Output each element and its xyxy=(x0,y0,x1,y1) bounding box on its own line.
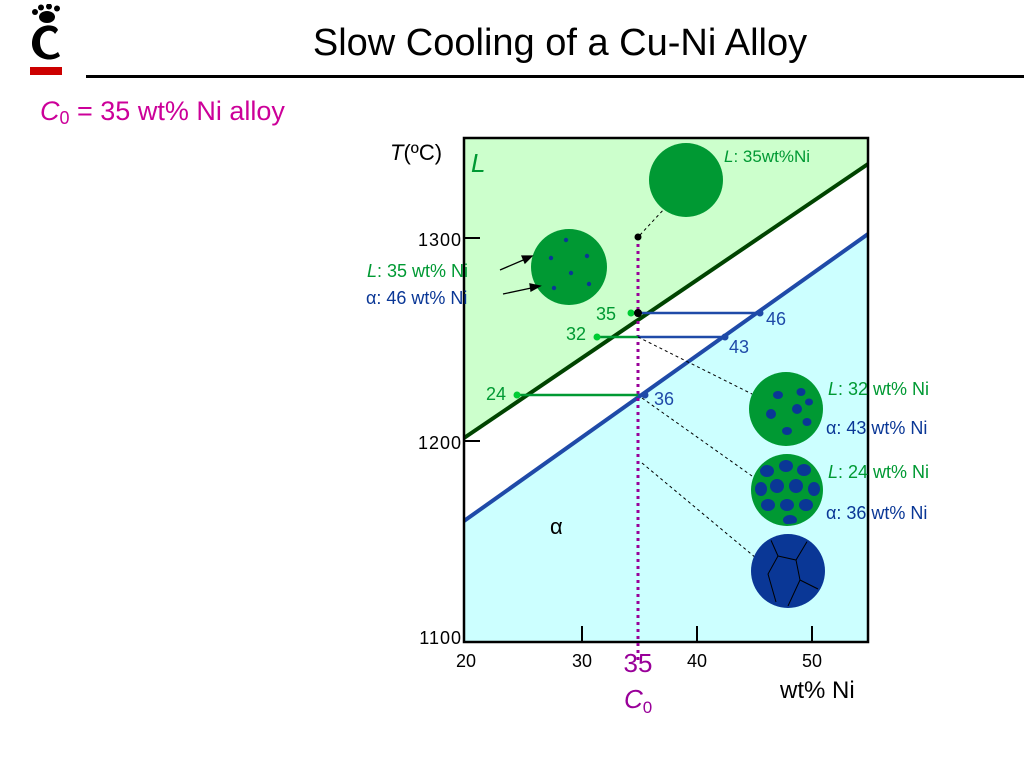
university-logo xyxy=(30,4,62,75)
label-liquid-35wt-ni-text: : 35wt%Ni xyxy=(733,147,810,166)
label-alpha-46-symbol: α xyxy=(366,288,376,308)
logo-letter-c-icon xyxy=(31,25,60,60)
c0-symbol-variable: C xyxy=(624,684,643,714)
initial-state-point xyxy=(634,233,642,241)
label-liquid-32-symbol: L xyxy=(828,379,838,399)
microstructure-solid-alpha xyxy=(751,534,825,608)
label-liquid-24-text: : 24 wt% Ni xyxy=(838,462,929,482)
label-alpha-36-symbol: α xyxy=(826,503,836,523)
label-alpha-46-wt-ni: α: 46 wt% Ni xyxy=(366,288,467,308)
liquid-region xyxy=(464,138,868,438)
label-liquid-35-wt-ni: L: 35 wt% Ni xyxy=(367,261,468,281)
subtitle-variable: C xyxy=(40,96,60,126)
liquid-region-label: L xyxy=(471,148,485,178)
label-liquid-32-text: : 32 wt% Ni xyxy=(838,379,929,399)
x-tick-label-50: 50 xyxy=(802,651,822,671)
y-axis-label-variable: T xyxy=(390,140,405,165)
label-liquid-24-symbol: L xyxy=(828,462,838,482)
y-axis-label-unit: (ºC) xyxy=(403,140,442,165)
tie-line-1-right-label: 46 xyxy=(766,309,786,329)
label-liquid-35wt-ni-symbol: L xyxy=(724,147,733,166)
label-alpha-43-wt-ni: α: 43 wt% Ni xyxy=(826,418,927,438)
c0-symbol-subscript: 0 xyxy=(643,698,652,717)
microstructure-mostly-alpha xyxy=(751,454,823,526)
arrow-icons xyxy=(499,255,542,295)
microstructure-liquid-only xyxy=(649,143,723,217)
tie-line-1-left-label: 35 xyxy=(596,304,616,324)
label-alpha-36-text: : 36 wt% Ni xyxy=(836,503,927,523)
microstructure-growing-alpha xyxy=(749,372,823,446)
tie-line-3-right-label: 36 xyxy=(654,389,674,409)
tie-line-2-right-label: 43 xyxy=(729,337,749,357)
label-liquid-35-text: : 35 wt% Ni xyxy=(377,261,468,281)
alpha-region xyxy=(464,234,868,642)
y-tick-label-1100: 1100 xyxy=(419,628,462,648)
liquidus-line xyxy=(464,162,868,440)
label-alpha-43-symbol: α xyxy=(826,418,836,438)
title-divider xyxy=(86,75,1024,78)
subtitle-text: = 35 wt% Ni alloy xyxy=(69,96,285,126)
page-title: Slow Cooling of a Cu-Ni Alloy xyxy=(312,22,808,64)
tie-line-3-left-label: 24 xyxy=(486,384,506,404)
alloy-composition-subtitle: C0 = 35 wt% Ni alloy xyxy=(40,96,285,129)
tie-line-3 xyxy=(513,391,649,399)
y-axis-label: T(ºC) xyxy=(390,140,442,165)
subtitle-subscript: 0 xyxy=(59,108,70,128)
label-liquid-35wt-ni: L: 35wt%Ni xyxy=(724,147,810,166)
plot-frame xyxy=(462,136,870,644)
solidus-line xyxy=(464,232,868,523)
paw-print-icon xyxy=(32,4,60,23)
two-phase-region xyxy=(464,164,868,521)
x-tick-label-20: 20 xyxy=(456,651,476,671)
alpha-region-label: α xyxy=(550,514,563,539)
tie-line-2 xyxy=(593,333,729,341)
label-liquid-24-wt-ni: L: 24 wt% Ni xyxy=(828,462,929,482)
label-alpha-36-wt-ni: α: 36 wt% Ni xyxy=(826,503,927,523)
leader-lines xyxy=(637,207,757,559)
x-tick-label-40: 40 xyxy=(687,651,707,671)
tie-line-2-left-label: 32 xyxy=(566,324,586,344)
label-alpha-43-text: : 43 wt% Ni xyxy=(836,418,927,438)
y-tick-label-1200: 1200 xyxy=(418,433,462,453)
microstructure-first-solid xyxy=(531,229,607,305)
label-liquid-32-wt-ni: L: 32 wt% Ni xyxy=(828,379,929,399)
tie-line-1 xyxy=(627,309,764,317)
label-liquid-35-symbol: L xyxy=(367,261,377,281)
x-axis-label: wt% Ni xyxy=(779,677,855,704)
label-alpha-46-text: : 46 wt% Ni xyxy=(376,288,467,308)
logo-red-bar xyxy=(30,67,62,75)
c0-symbol-label: C0 xyxy=(624,684,652,717)
y-tick-label-1300: 1300 xyxy=(418,230,462,250)
x-tick-label-30: 30 xyxy=(572,651,592,671)
